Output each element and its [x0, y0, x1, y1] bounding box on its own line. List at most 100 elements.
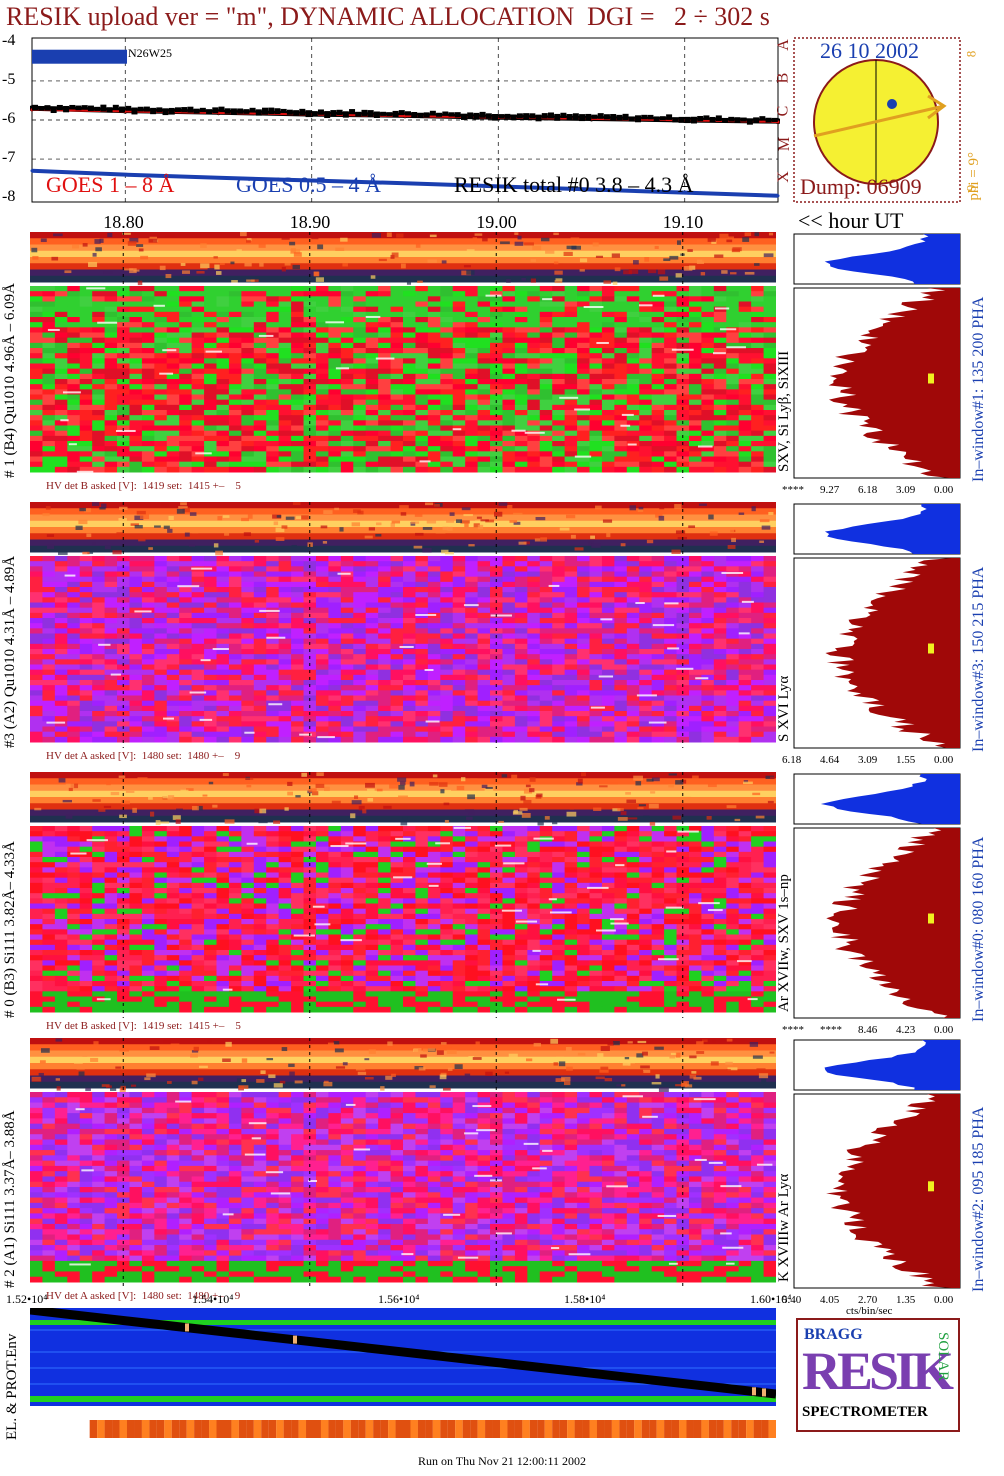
heatmap-cell	[291, 556, 305, 562]
heatmap-cell	[701, 286, 715, 292]
heatmap-cell	[701, 353, 715, 359]
heatmap-cell	[191, 306, 205, 313]
heatmap-cell	[490, 602, 503, 609]
heatmap-cell	[440, 674, 454, 681]
heatmap-cell	[278, 561, 292, 567]
heatmap-cell	[179, 379, 193, 385]
heatmap-cell	[154, 404, 168, 411]
heatmap-cell	[340, 695, 354, 702]
heatmap-cell	[378, 291, 392, 297]
heatmap-cell	[179, 587, 193, 593]
heatmap-cell	[763, 461, 776, 468]
heatmap-cell	[42, 466, 56, 473]
strip-noise	[320, 525, 328, 529]
heatmap-cell	[514, 607, 528, 614]
heatmap-cell	[751, 311, 765, 318]
heatmap-cell	[79, 602, 93, 609]
heatmap-cell	[477, 587, 491, 593]
resik-noise	[684, 116, 691, 124]
heatmap-cell	[365, 368, 379, 375]
strip-noise	[759, 519, 770, 523]
heatmap-cell	[589, 301, 603, 308]
heatmap-cell	[166, 597, 180, 603]
heatmap-cell	[502, 731, 516, 738]
heatmap-cell	[440, 664, 454, 671]
heatmap-cell	[30, 306, 43, 313]
strip-noise	[94, 239, 101, 244]
heatmap-cell	[228, 659, 242, 665]
heatmap-cell	[303, 659, 317, 665]
heatmap-cell	[166, 404, 180, 411]
heatmap-cell	[117, 311, 130, 318]
heatmap-cell	[589, 736, 603, 743]
heatmap-cell	[117, 394, 130, 401]
resik-noise	[398, 110, 405, 115]
heatmap-cell	[42, 425, 56, 432]
heatmap-cell	[726, 664, 740, 671]
heatmap-cell	[216, 446, 230, 452]
heatmap-cell	[390, 451, 404, 457]
heatmap-cell	[403, 612, 416, 619]
heatmap-cell	[154, 711, 168, 717]
strip-noise	[590, 535, 595, 539]
heatmap-cell	[452, 581, 466, 588]
heatmap-cell	[601, 394, 615, 401]
heatmap-cell	[415, 296, 429, 302]
resik-noise	[293, 110, 300, 116]
heatmap-cell	[266, 680, 280, 686]
resik-noise	[311, 111, 318, 117]
heatmap-cell	[315, 695, 329, 702]
heatmap-cell	[253, 690, 267, 696]
heatmap-cell	[228, 649, 242, 655]
heatmap-cell	[639, 736, 653, 743]
heatmap-cell	[42, 566, 56, 572]
heatmap-cell	[365, 337, 379, 344]
heatmap-cell	[179, 399, 193, 406]
strip-noise	[744, 232, 752, 237]
heatmap-cell	[30, 716, 43, 722]
heatmap-cell	[353, 286, 367, 292]
heatmap-cell	[216, 430, 230, 437]
heatmap-cell	[365, 425, 379, 432]
heatmap-cell	[253, 384, 267, 390]
heatmap-cell	[241, 587, 255, 593]
heatmap-cell	[688, 306, 702, 313]
heatmap-highlight	[337, 572, 351, 575]
heatmap-highlight	[559, 396, 579, 399]
heatmap-cell	[577, 731, 590, 738]
heatmap-cell	[291, 404, 305, 411]
heatmap-cell	[291, 311, 305, 318]
heatmap-cell	[42, 571, 56, 578]
heatmap-cell	[241, 410, 255, 416]
heatmap-cell	[79, 430, 93, 437]
heatmap-cell	[639, 571, 653, 578]
heatmap-cell	[154, 399, 168, 406]
heatmap-cell	[278, 306, 292, 313]
heatmap-cell	[403, 716, 416, 722]
strip-noise	[530, 259, 536, 262]
heatmap-cell	[664, 348, 678, 354]
heatmap-cell	[141, 592, 155, 598]
flare-class-label: X	[774, 171, 792, 183]
heatmap-cell	[278, 628, 292, 634]
heatmap-cell	[104, 394, 118, 401]
heatmap-cell	[688, 296, 702, 302]
heatmap-cell	[601, 332, 615, 339]
heatmap-cell	[664, 633, 678, 640]
heatmap-cell	[502, 607, 516, 614]
heatmap-cell	[141, 317, 155, 323]
heatmap-cell	[92, 342, 106, 349]
heatmap-cell	[577, 399, 590, 406]
heatmap-cell	[527, 415, 541, 421]
heatmap-cell	[216, 296, 230, 302]
heatmap-cell	[179, 638, 193, 645]
heatmap-cell	[129, 674, 143, 681]
strip-noise	[99, 507, 106, 510]
heatmap-cell	[303, 415, 317, 421]
heatmap-cell	[30, 358, 43, 364]
heatmap-cell	[390, 700, 404, 707]
resik-noise	[224, 108, 231, 114]
heatmap-cell	[440, 415, 454, 421]
heatmap-cell	[117, 628, 130, 634]
heatmap-cell	[639, 628, 653, 634]
